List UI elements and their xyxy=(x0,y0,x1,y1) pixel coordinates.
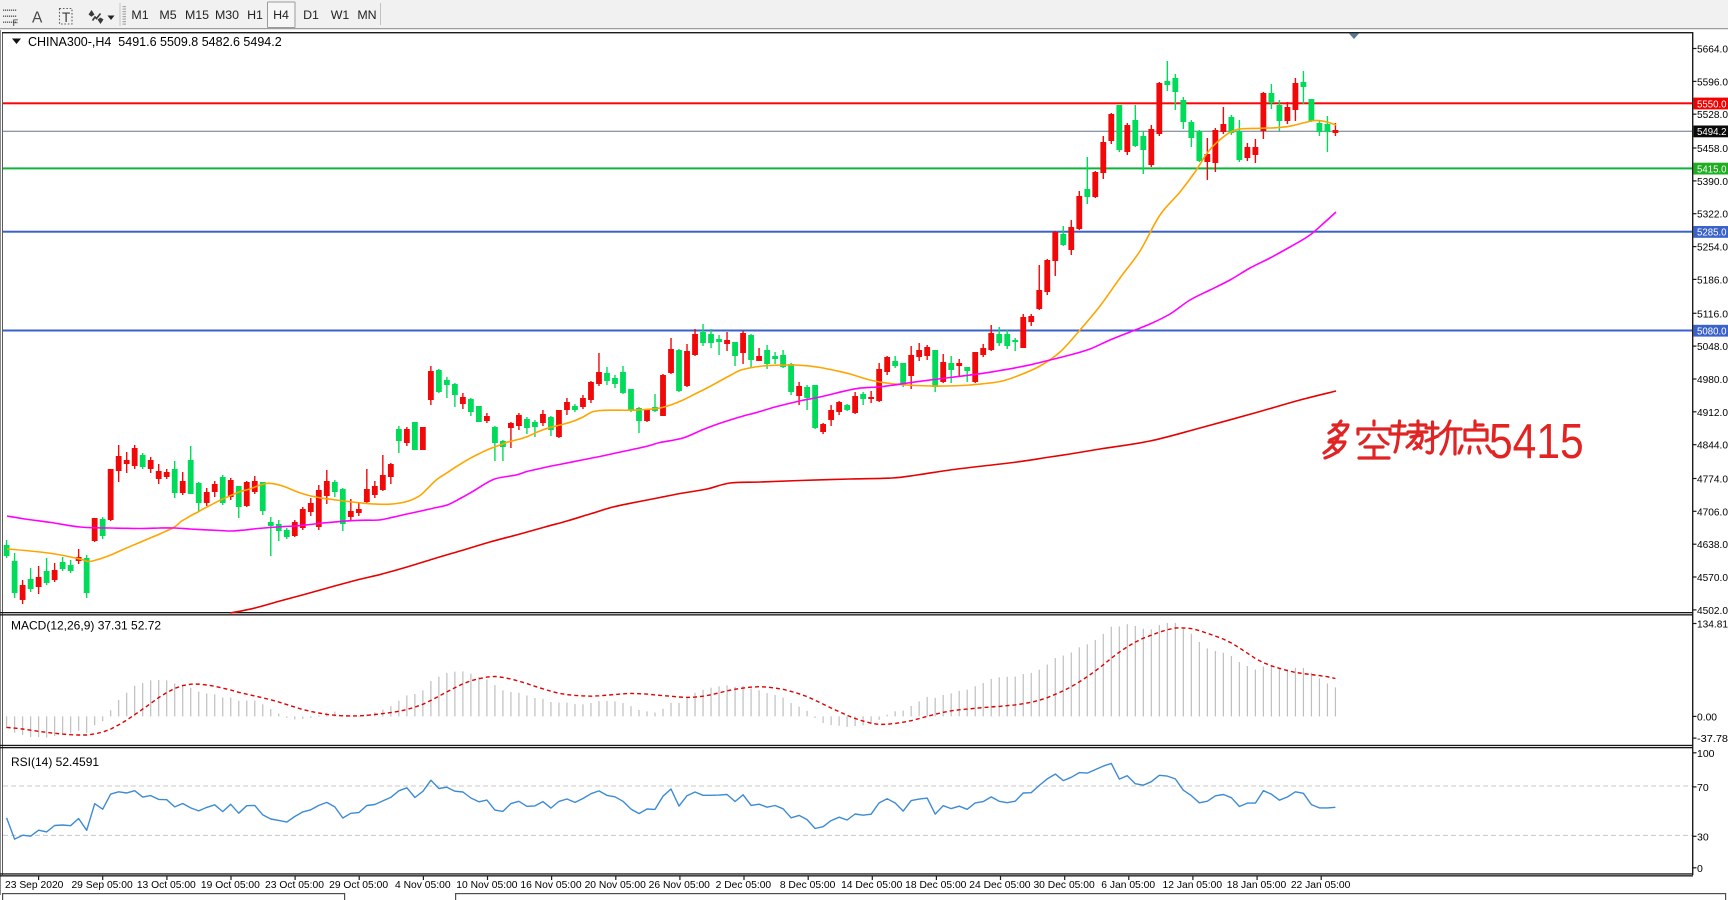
svg-text:-37.78: -37.78 xyxy=(1697,733,1728,745)
svg-text:5528.0: 5528.0 xyxy=(1697,109,1728,121)
svg-text:5390.0: 5390.0 xyxy=(1697,176,1728,188)
svg-text:M1: M1 xyxy=(131,8,148,22)
svg-text:5415.0: 5415.0 xyxy=(1697,163,1727,175)
svg-text:4502.0: 4502.0 xyxy=(1697,605,1728,617)
svg-text:5080.0: 5080.0 xyxy=(1697,326,1727,338)
svg-text:23 Oct 05:00: 23 Oct 05:00 xyxy=(265,880,324,891)
svg-text:5186.0: 5186.0 xyxy=(1697,274,1728,286)
svg-text:RSI(14) 52.4591: RSI(14) 52.4591 xyxy=(11,755,99,769)
svg-text:5048.0: 5048.0 xyxy=(1697,341,1728,353)
svg-text:5415: 5415 xyxy=(1489,413,1584,469)
svg-text:5285.0: 5285.0 xyxy=(1697,227,1727,239)
svg-text:29 Sep 05:00: 29 Sep 05:00 xyxy=(71,880,133,891)
svg-text:18 Dec 05:00: 18 Dec 05:00 xyxy=(905,880,967,891)
svg-text:5458.0: 5458.0 xyxy=(1697,143,1728,155)
svg-text:4844.0: 4844.0 xyxy=(1697,440,1728,452)
svg-text:30 Dec 05:00: 30 Dec 05:00 xyxy=(1033,880,1095,891)
svg-text:5116.0: 5116.0 xyxy=(1697,308,1728,320)
svg-text:W1: W1 xyxy=(331,8,350,22)
svg-text:20 Nov 05:00: 20 Nov 05:00 xyxy=(585,880,647,891)
svg-text:14 Dec 05:00: 14 Dec 05:00 xyxy=(841,880,903,891)
svg-text:18 Jan 05:00: 18 Jan 05:00 xyxy=(1227,880,1287,891)
svg-text:2 Dec 05:00: 2 Dec 05:00 xyxy=(716,880,772,891)
svg-text:4 Nov 05:00: 4 Nov 05:00 xyxy=(395,880,451,891)
svg-text:5664.0: 5664.0 xyxy=(1697,44,1728,56)
svg-text:10 Nov 05:00: 10 Nov 05:00 xyxy=(456,880,518,891)
svg-text:24 Dec 05:00: 24 Dec 05:00 xyxy=(969,880,1031,891)
svg-text:23 Sep 2020: 23 Sep 2020 xyxy=(5,880,64,891)
svg-text:19 Oct 05:00: 19 Oct 05:00 xyxy=(201,880,260,891)
svg-text:MN: MN xyxy=(357,8,376,22)
svg-text:29 Oct 05:00: 29 Oct 05:00 xyxy=(329,880,388,891)
svg-text:T: T xyxy=(62,10,70,25)
svg-text:M15: M15 xyxy=(185,8,209,22)
svg-text:16 Nov 05:00: 16 Nov 05:00 xyxy=(520,880,582,891)
svg-text:13 Oct 05:00: 13 Oct 05:00 xyxy=(137,880,196,891)
svg-text:H4: H4 xyxy=(273,8,289,22)
svg-text:5550.0: 5550.0 xyxy=(1697,98,1727,110)
svg-text:30: 30 xyxy=(1697,831,1709,843)
svg-text:134.81: 134.81 xyxy=(1697,619,1728,631)
svg-text:12 Jan 05:00: 12 Jan 05:00 xyxy=(1163,880,1223,891)
svg-text:4706.0: 4706.0 xyxy=(1697,506,1728,518)
svg-text:5494.2: 5494.2 xyxy=(1697,126,1727,138)
svg-text:4570.0: 4570.0 xyxy=(1697,572,1728,584)
svg-text:CHINA300-,H4 5491.6 5509.8 54: CHINA300-,H4 5491.6 5509.8 5482.6 5494.2 xyxy=(28,35,282,49)
svg-text:M5: M5 xyxy=(159,8,176,22)
svg-text:F: F xyxy=(13,18,19,29)
svg-text:26 Nov 05:00: 26 Nov 05:00 xyxy=(649,880,711,891)
svg-text:5322.0: 5322.0 xyxy=(1697,209,1728,221)
svg-text:0.00: 0.00 xyxy=(1697,711,1717,723)
svg-text:8 Dec 05:00: 8 Dec 05:00 xyxy=(780,880,836,891)
svg-text:5254.0: 5254.0 xyxy=(1697,242,1728,254)
svg-text:5596.0: 5596.0 xyxy=(1697,76,1728,88)
svg-text:6 Jan 05:00: 6 Jan 05:00 xyxy=(1101,880,1155,891)
svg-text:4774.0: 4774.0 xyxy=(1697,474,1728,486)
svg-text:MACD(12,26,9) 37.31 52.72: MACD(12,26,9) 37.31 52.72 xyxy=(11,619,161,633)
svg-text:D1: D1 xyxy=(303,8,319,22)
svg-text:0: 0 xyxy=(1697,863,1703,875)
svg-text:4980.0: 4980.0 xyxy=(1697,374,1728,386)
svg-text:H1: H1 xyxy=(247,8,263,22)
svg-text:M30: M30 xyxy=(215,8,239,22)
svg-text:22 Jan 05:00: 22 Jan 05:00 xyxy=(1291,880,1351,891)
svg-text:100: 100 xyxy=(1697,748,1715,760)
svg-text:A: A xyxy=(32,10,43,27)
svg-text:4912.0: 4912.0 xyxy=(1697,407,1728,419)
svg-text:4638.0: 4638.0 xyxy=(1697,539,1728,551)
svg-text:70: 70 xyxy=(1697,782,1709,794)
